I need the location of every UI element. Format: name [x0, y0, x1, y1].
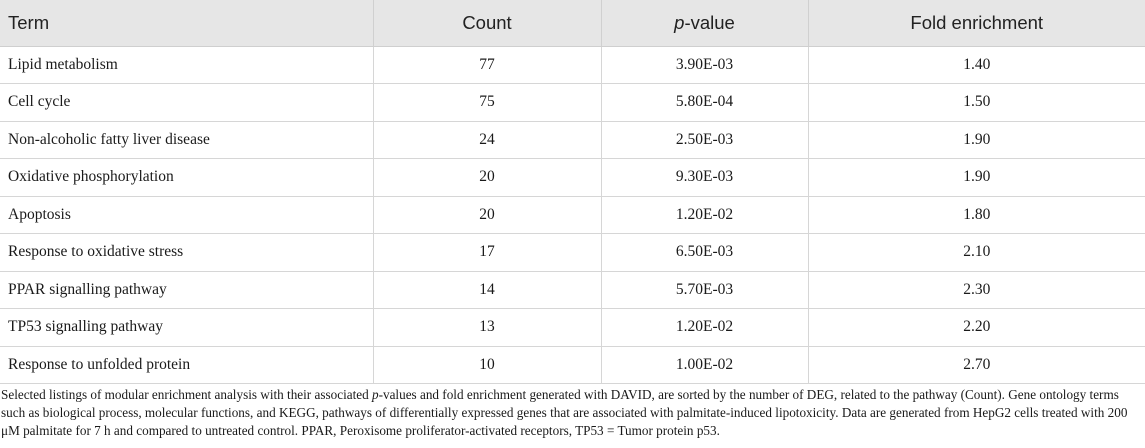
cell-pvalue: 1.00E-02 [600, 346, 808, 384]
cell-fold: 2.70 [807, 346, 1145, 384]
table-footnote: Selected listings of modular enrichment … [0, 386, 1141, 440]
table-row: PPAR signalling pathway 14 5.70E-03 2.30 [0, 271, 1145, 309]
footnote-italic-p: p [372, 387, 379, 402]
header-count: Count [372, 0, 601, 47]
cell-pvalue: 5.70E-03 [600, 271, 808, 309]
table-row: Response to oxidative stress 17 6.50E-03 2.… [0, 233, 1145, 272]
table-row: Non-alcoholic fatty liver disease 24 2.50E… [0, 121, 1145, 159]
cell-count: 14 [372, 271, 601, 309]
table-row: Apoptosis 20 1.20E-02 1.80 [0, 196, 1145, 234]
header-fold: Fold enrichment [807, 0, 1145, 47]
cell-count: 75 [372, 83, 601, 122]
header-pvalue-rest: -value [684, 11, 735, 33]
table-header: Term Count p-value Fold enrichment [0, 0, 1145, 47]
cell-pvalue: 6.50E-03 [600, 233, 808, 272]
cell-term: PPAR signalling pathway [0, 271, 373, 309]
cell-fold: 1.80 [807, 196, 1145, 234]
table-body: Lipid metabolism 77 3.90E-03 1.40 Cell cycle… [0, 46, 1145, 384]
cell-count: 17 [372, 233, 601, 272]
cell-pvalue: 1.20E-02 [600, 196, 808, 234]
cell-term: Lipid metabolism [0, 46, 373, 84]
cell-fold: 1.90 [807, 158, 1145, 197]
footnote-part2: -values and fold enrichment generated wi… [1, 387, 1128, 438]
cell-count: 20 [372, 158, 601, 197]
cell-fold: 2.20 [807, 308, 1145, 347]
cell-term: Cell cycle [0, 83, 373, 122]
header-row: Term Count p-value Fold enrichment [0, 0, 1145, 47]
cell-fold: 2.10 [807, 233, 1145, 272]
table-row: TP53 signalling pathway 13 1.20E-02 2.20 [0, 308, 1145, 347]
cell-term: TP53 signalling pathway [0, 308, 373, 347]
cell-term: Apoptosis [0, 196, 373, 234]
cell-pvalue: 5.80E-04 [600, 83, 808, 122]
cell-fold: 1.50 [807, 83, 1145, 122]
cell-pvalue: 2.50E-03 [600, 121, 808, 159]
cell-pvalue: 1.20E-02 [600, 308, 808, 347]
cell-term: Response to oxidative stress [0, 233, 373, 272]
cell-pvalue: 3.90E-03 [600, 46, 808, 84]
cell-count: 77 [372, 46, 601, 84]
cell-term: Non-alcoholic fatty liver disease [0, 121, 373, 159]
table-row: Cell cycle 75 5.80E-04 1.50 [0, 83, 1145, 122]
cell-count: 13 [372, 308, 601, 347]
cell-fold: 1.40 [807, 46, 1145, 84]
cell-term: Oxidative phosphorylation [0, 158, 373, 197]
table-row: Oxidative phosphorylation 20 9.30E-03 1.90 [0, 158, 1145, 197]
header-pvalue-italic: p [674, 11, 685, 33]
cell-fold: 2.30 [807, 271, 1145, 309]
table-row: Response to unfolded protein 10 1.00E-02 2.… [0, 346, 1145, 384]
header-term: Term [0, 0, 373, 47]
cell-pvalue: 9.30E-03 [600, 158, 808, 197]
cell-count: 20 [372, 196, 601, 234]
header-pvalue: p-value [600, 0, 808, 47]
cell-term: Response to unfolded protein [0, 346, 373, 384]
footnote-part1: Selected listings of modular enrichment … [1, 387, 372, 402]
cell-count: 24 [372, 121, 601, 159]
cell-fold: 1.90 [807, 121, 1145, 159]
enrichment-table: Term Count p-value Fold enrichment Lipid… [0, 0, 1145, 384]
table-row: Lipid metabolism 77 3.90E-03 1.40 [0, 46, 1145, 84]
cell-count: 10 [372, 346, 601, 384]
